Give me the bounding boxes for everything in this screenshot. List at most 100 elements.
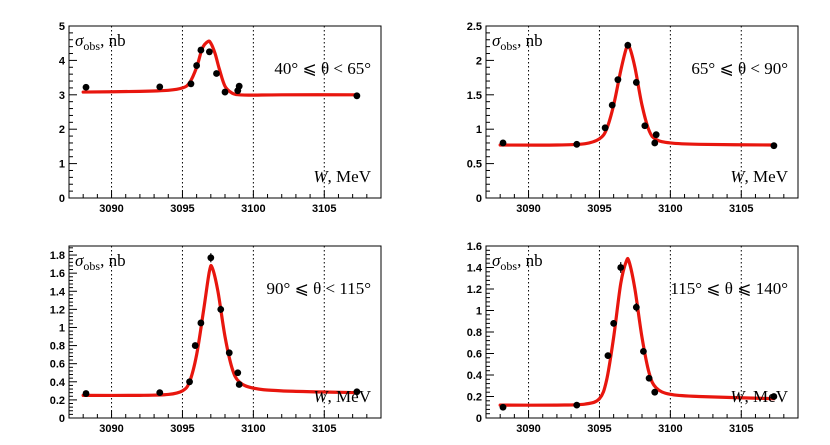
y-tick-label: 4	[59, 55, 66, 67]
x-tick-label: 3090	[99, 423, 123, 435]
chart-panel-bottom-right: 3090 3095 3100 3105 0 0.2 0.4 0.6 0.8 1 1.2 1.4 1.6 σ…	[467, 241, 799, 435]
data-point	[614, 76, 622, 84]
x-tick-label: 3095	[170, 203, 194, 215]
y-tick-label: 0	[476, 193, 482, 205]
y-axis-label: σobs, nb	[492, 31, 543, 53]
data-point	[601, 124, 609, 132]
data-point	[217, 305, 225, 313]
x-axis-label: W, MeV	[730, 387, 788, 406]
y-tick-label: 0.4	[467, 370, 483, 382]
x-tick-label: 3100	[241, 423, 265, 435]
x-tick-label: 3090	[516, 203, 540, 215]
data-point	[207, 254, 215, 262]
data-point	[353, 92, 361, 100]
data-point	[82, 83, 90, 91]
y-tick-label: 0.6	[50, 359, 65, 371]
data-point	[770, 142, 778, 150]
y-tick-label: 2	[59, 124, 65, 136]
data-point	[225, 349, 233, 357]
angle-range-annotation: 65° ⩽ θ < 90°	[691, 59, 788, 78]
data-point	[234, 369, 242, 377]
x-tick-label: 3100	[658, 423, 682, 435]
y-tick-label: 1	[476, 306, 482, 318]
y-axis-label: σobs, nb	[492, 251, 543, 273]
y-tick-label: 3	[59, 90, 65, 102]
y-tick-label: 0.8	[467, 327, 482, 339]
fit-curve	[81, 39, 359, 97]
data-point	[235, 381, 243, 388]
data-point	[499, 139, 507, 147]
y-tick-label: 1.6	[50, 268, 65, 280]
data-point	[191, 342, 199, 349]
data-point	[608, 101, 616, 109]
x-tick-label: 3095	[170, 423, 194, 435]
data-point	[156, 83, 164, 91]
y-tick-label: 1.2	[50, 304, 65, 316]
x-tick-label: 3100	[658, 203, 682, 215]
data-point	[640, 347, 647, 355]
chart-panel-top-left: 3090 3095 3100 3105 0 1 2 3 4 5 σobs, nb 40° ⩽ θ < …	[59, 21, 382, 215]
data-point	[573, 140, 581, 148]
y-tick-label: 0.2	[50, 395, 65, 407]
fit-curve	[81, 263, 359, 398]
x-tick-label: 3105	[729, 423, 753, 435]
x-tick-label: 3100	[241, 203, 265, 215]
data-point	[187, 80, 195, 88]
x-tick-label: 3095	[587, 203, 611, 215]
x-tick-label: 3105	[312, 423, 336, 435]
data-point	[156, 389, 164, 397]
data-point	[645, 374, 653, 382]
angle-range-annotation: 115° ⩽ θ ⩽ 140°	[670, 279, 788, 298]
x-tick-label: 3105	[312, 203, 336, 215]
y-tick-label: 1	[59, 322, 65, 334]
data-point	[206, 48, 213, 56]
x-tick-label: 3095	[587, 423, 611, 435]
data-point	[221, 88, 229, 96]
y-tick-label: 1	[476, 124, 482, 136]
y-tick-label: 1	[59, 159, 65, 171]
x-axis-label: W, MeV	[313, 167, 371, 186]
y-tick-label: 1.4	[467, 263, 483, 275]
x-axis-label: W, MeV	[730, 167, 788, 186]
y-axis-label: σobs, nb	[75, 31, 126, 53]
data-point	[651, 139, 659, 147]
data-point	[632, 303, 640, 311]
y-tick-label: 0	[59, 193, 65, 205]
x-tick-label: 3105	[729, 203, 753, 215]
data-point	[610, 320, 618, 327]
x-tick-label: 3090	[516, 423, 540, 435]
angle-range-annotation: 90° ⩽ θ < 115°	[267, 279, 371, 298]
y-tick-label: 0.6	[467, 349, 482, 361]
data-point	[197, 319, 205, 327]
y-tick-label: 1.6	[467, 241, 482, 253]
data-point	[617, 264, 625, 271]
data-point	[641, 122, 649, 130]
data-point	[499, 403, 507, 411]
data-point	[651, 388, 659, 396]
y-tick-label: 0	[59, 413, 65, 425]
data-point	[193, 62, 201, 69]
data-point	[186, 378, 193, 386]
data-point	[353, 388, 361, 396]
data-point	[82, 390, 90, 397]
y-axis-label: σobs, nb	[75, 251, 126, 273]
data-point	[632, 79, 640, 86]
y-tick-label: 1.2	[467, 284, 482, 296]
y-tick-label: 1.8	[50, 250, 65, 262]
y-tick-label: 0.5	[467, 159, 482, 171]
data-point	[770, 393, 778, 400]
data-point	[624, 41, 632, 49]
y-tick-label: 1.5	[467, 90, 482, 102]
y-tick-label: 0	[476, 413, 482, 425]
chart-panel-top-right: 3090 3095 3100 3105 0 0.5 1 1.5 2 2.5 σobs, nb 65° …	[467, 21, 799, 215]
data-point	[652, 131, 660, 139]
data-point	[573, 401, 581, 409]
y-tick-label: 0.2	[467, 392, 482, 404]
y-tick-label: 2.5	[467, 21, 482, 33]
angle-range-annotation: 40° ⩽ θ < 65°	[274, 59, 371, 78]
y-tick-label: 1.4	[50, 286, 66, 298]
fit-curve	[498, 256, 776, 407]
y-tick-label: 5	[59, 21, 65, 33]
x-axis-label: W, MeV	[313, 387, 371, 406]
